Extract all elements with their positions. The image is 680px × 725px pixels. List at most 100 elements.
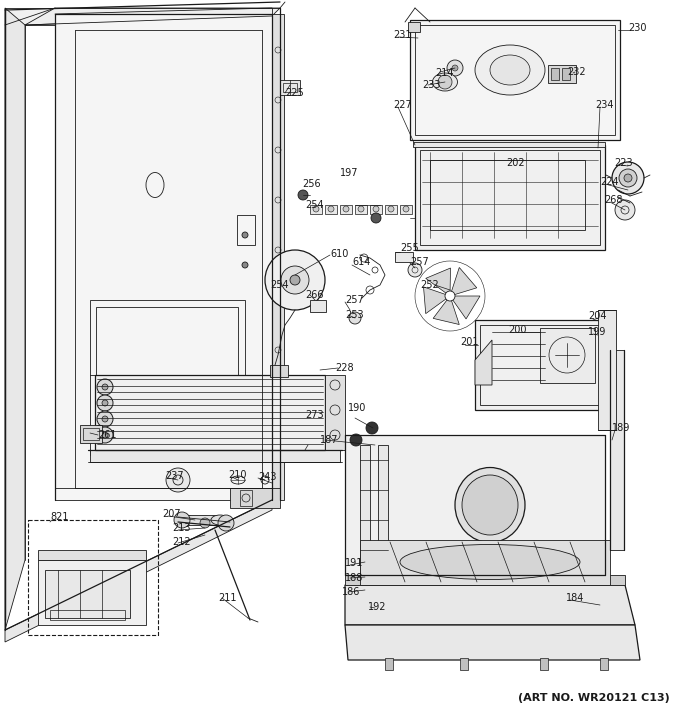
Text: 266: 266 (305, 290, 324, 300)
Text: 257: 257 (345, 295, 364, 305)
Bar (460, 658, 468, 670)
Circle shape (438, 75, 452, 89)
Polygon shape (424, 287, 447, 314)
Text: 199: 199 (588, 327, 607, 337)
Circle shape (615, 200, 635, 220)
Circle shape (97, 379, 113, 395)
Bar (325, 205, 337, 214)
Circle shape (328, 206, 334, 212)
Circle shape (373, 206, 379, 212)
Bar (415, 145, 605, 250)
Bar (272, 14, 284, 500)
Bar (90, 300, 245, 455)
Polygon shape (345, 625, 640, 660)
Bar (420, 150, 600, 245)
Bar (475, 320, 615, 410)
Ellipse shape (462, 475, 518, 535)
Polygon shape (5, 8, 25, 630)
Circle shape (447, 60, 463, 76)
Text: 256: 256 (302, 179, 321, 189)
Polygon shape (426, 268, 450, 294)
Circle shape (102, 384, 108, 390)
Circle shape (242, 232, 248, 238)
Text: 192: 192 (368, 602, 386, 612)
Circle shape (281, 266, 309, 294)
Bar (400, 205, 412, 214)
Text: 261: 261 (98, 430, 116, 440)
Text: 231: 231 (393, 30, 411, 40)
Text: 224: 224 (600, 177, 619, 187)
Circle shape (350, 434, 362, 446)
Bar (551, 68, 559, 80)
Text: 228: 228 (335, 363, 354, 373)
Text: 188: 188 (345, 573, 363, 583)
Bar (355, 205, 367, 214)
Text: 211: 211 (218, 593, 237, 603)
Ellipse shape (400, 544, 580, 579)
Bar (408, 22, 420, 32)
Circle shape (102, 400, 108, 406)
Bar (185, 515, 220, 525)
Bar (45, 570, 130, 618)
Bar (548, 65, 576, 83)
Bar (413, 142, 605, 147)
Circle shape (358, 206, 364, 212)
Text: 821: 821 (50, 512, 69, 522)
Text: 610: 610 (330, 249, 348, 259)
Circle shape (619, 169, 637, 187)
Bar (385, 658, 393, 670)
Ellipse shape (176, 515, 194, 525)
Circle shape (242, 262, 248, 268)
Bar (345, 435, 605, 575)
Text: 254: 254 (270, 280, 288, 290)
Polygon shape (38, 550, 146, 560)
Polygon shape (5, 500, 272, 642)
Text: 223: 223 (614, 158, 632, 168)
Text: 225: 225 (285, 88, 304, 98)
Text: 230: 230 (628, 23, 647, 33)
Bar (540, 658, 548, 670)
Text: 234: 234 (595, 100, 613, 110)
Text: 257: 257 (410, 257, 429, 267)
Ellipse shape (490, 55, 530, 85)
Bar (80, 425, 102, 443)
Text: 253: 253 (345, 310, 364, 320)
Circle shape (445, 291, 455, 301)
Circle shape (97, 411, 113, 427)
Circle shape (97, 427, 113, 443)
Circle shape (612, 162, 644, 194)
Bar (310, 300, 326, 312)
Bar (28, 520, 158, 635)
Ellipse shape (211, 515, 229, 525)
Text: 184: 184 (566, 593, 584, 603)
Polygon shape (475, 340, 492, 385)
Text: (ART NO. WR20121 C13): (ART NO. WR20121 C13) (518, 693, 670, 703)
Bar (283, 83, 297, 92)
Text: 273: 273 (305, 410, 324, 420)
Text: 227: 227 (393, 100, 412, 110)
Text: 214: 214 (435, 68, 454, 78)
Circle shape (313, 206, 319, 212)
Bar (240, 490, 252, 506)
Bar (395, 252, 413, 262)
Circle shape (174, 512, 190, 528)
Circle shape (452, 65, 458, 71)
Text: 232: 232 (567, 67, 585, 77)
Bar (230, 488, 280, 508)
Text: 207: 207 (162, 509, 181, 519)
Circle shape (408, 263, 422, 277)
Bar (96, 307, 238, 447)
Text: 614: 614 (352, 257, 371, 267)
Ellipse shape (475, 45, 545, 95)
Bar (415, 25, 615, 135)
Text: 190: 190 (348, 403, 367, 413)
Circle shape (298, 190, 308, 200)
Bar (38, 560, 146, 625)
Circle shape (366, 422, 378, 434)
Text: 187: 187 (320, 435, 339, 445)
Bar (385, 205, 397, 214)
Text: 255: 255 (400, 243, 419, 253)
Bar (83, 428, 99, 440)
Bar (610, 350, 624, 550)
Text: 210: 210 (228, 470, 246, 480)
